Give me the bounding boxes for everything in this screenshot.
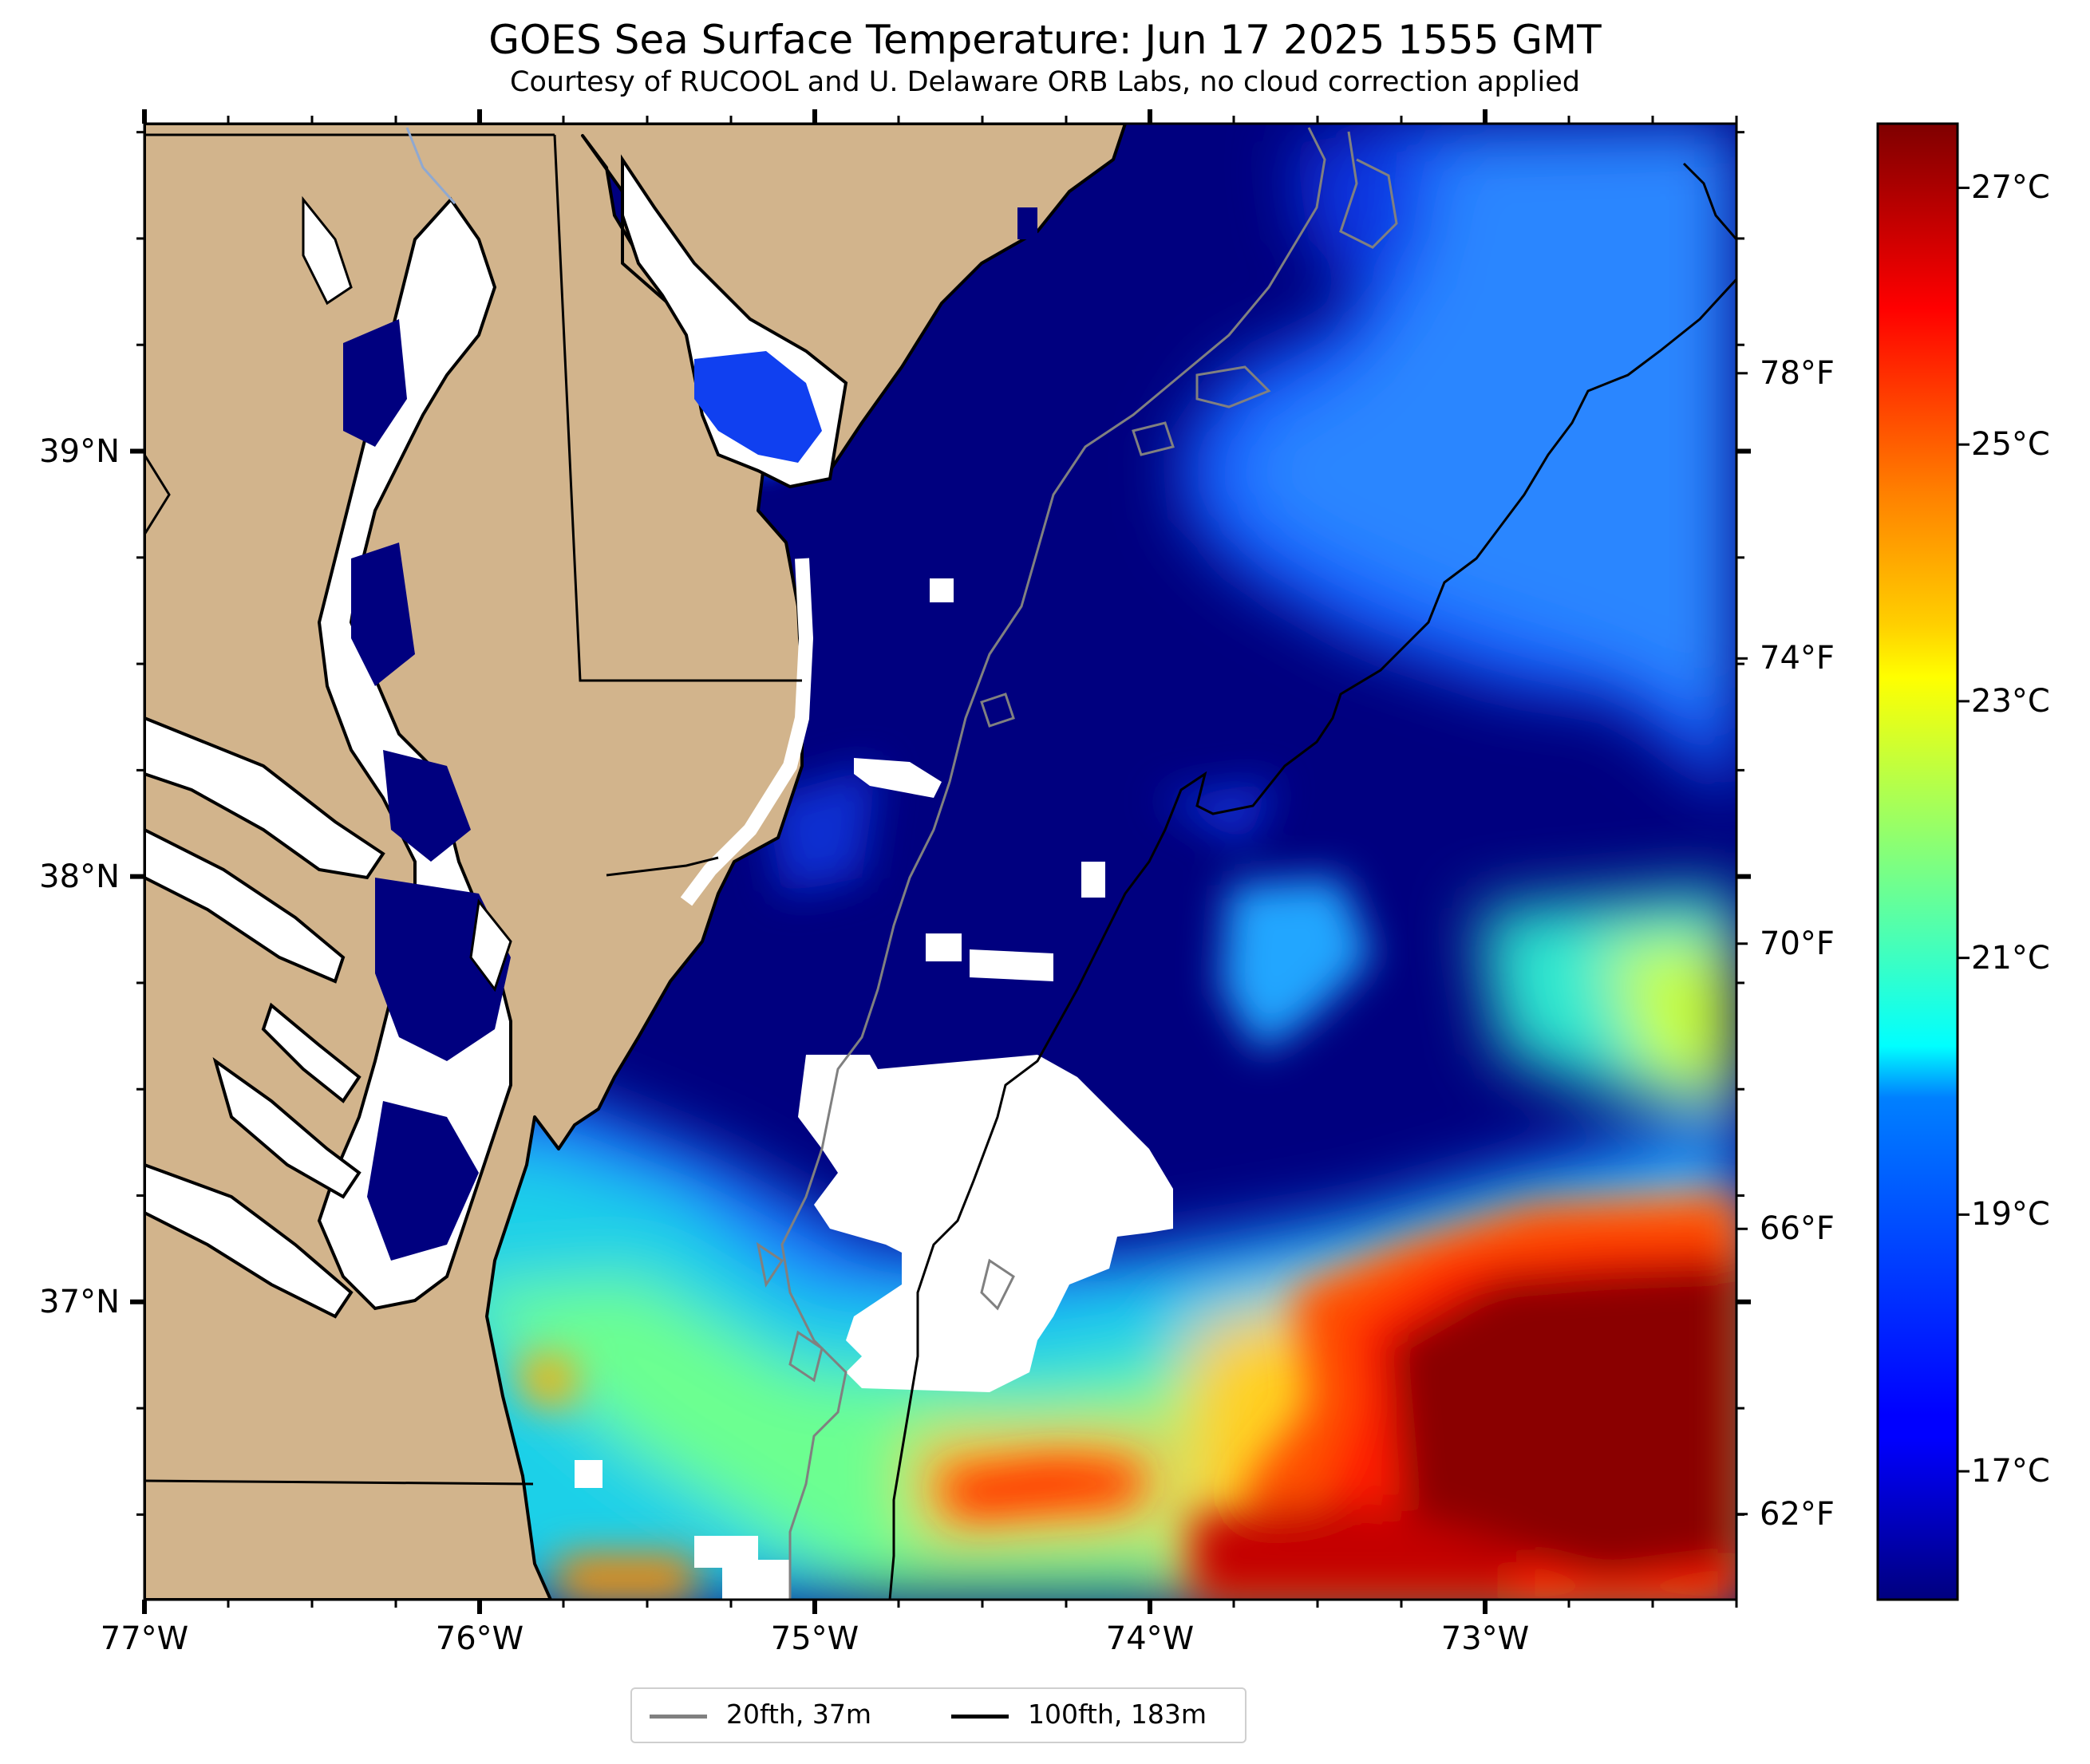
isobath-20fth [756,127,1398,1600]
map-subtitle: Courtesy of RUCOOL and U. Delaware ORB L… [510,66,1580,98]
celsius-tick-label: 17°C [1971,1453,2050,1490]
map-frame [143,122,1738,1601]
barrier-islands [680,558,814,906]
y-tick-label: 37°N [39,1283,120,1320]
legend-swatch-100fth [951,1715,1009,1719]
fahrenheit-tick-label: 66°F [1760,1210,1835,1248]
sst-light-blue-northeast [1181,124,1736,798]
fahrenheit-tick-label: 74°F [1760,640,1835,677]
x-tick-label: 77°W [100,1620,189,1657]
fahrenheit-tick-label: 70°F [1760,925,1835,962]
legend-swatch-20fth [650,1715,707,1719]
isobath-100fth [888,162,1736,1600]
y-tick-label: 38°N [39,858,120,895]
sst-map-panel [144,124,1736,1600]
legend-label-100fth: 100fth, 183m [1028,1699,1207,1730]
sst-blue-patch-mid [766,766,1373,1053]
isobath-legend: 20fth, 37m 100fth, 183m [630,1687,1246,1743]
celsius-tick-label: 21°C [1971,939,2050,977]
celsius-tick-label: 25°C [1971,426,2050,464]
delaware-bay-water [621,154,1037,489]
cloud-no-data [575,578,1173,1600]
celsius-tick-label: 27°C [1971,169,2050,207]
river-line [405,127,456,204]
state-boundaries [144,133,802,1486]
x-tick-label: 74°W [1105,1620,1195,1657]
x-tick-label: 75°W [770,1620,859,1657]
x-tick-label: 73°W [1440,1620,1530,1657]
celsius-tick-label: 19°C [1971,1196,2050,1233]
fahrenheit-tick-label: 78°F [1760,354,1835,392]
fahrenheit-tick-label: 62°F [1760,1495,1835,1533]
sst-gulf-stream [519,1197,1736,1600]
x-tick-label: 76°W [435,1620,524,1657]
map-title: GOES Sea Surface Temperature: Jun 17 202… [488,17,1602,63]
chesapeake-bay-water [144,195,512,1319]
colorbar-gradient [1876,122,1959,1601]
celsius-tick-label: 23°C [1971,682,2050,720]
legend-label-20fth: 20fth, 37m [726,1699,871,1730]
colorbar-ticks [1736,186,1969,1516]
y-tick-label: 39°N [39,432,120,470]
